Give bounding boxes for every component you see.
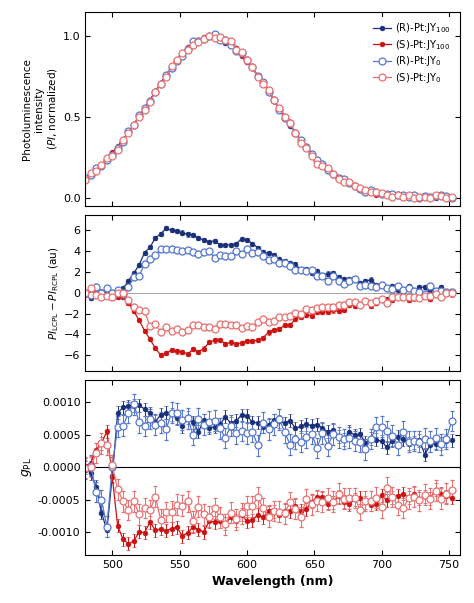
- X-axis label: Wavelength (nm): Wavelength (nm): [212, 575, 333, 588]
- Y-axis label: $g_{\mathrm{PL}}$: $g_{\mathrm{PL}}$: [19, 457, 34, 477]
- Legend: (R)-Pt:JY$_{100}$, (S)-Pt:JY$_{100}$, (R)-Pt:JY$_{0}$, (S)-Pt:JY$_{0}$: (R)-Pt:JY$_{100}$, (S)-Pt:JY$_{100}$, (R…: [369, 17, 455, 89]
- Y-axis label: $PI_{\mathrm{LCPL}} - PI_{\mathrm{RCPL}}$ (au): $PI_{\mathrm{LCPL}} - PI_{\mathrm{RCPL}}…: [47, 246, 61, 339]
- Y-axis label: Photoluminescence
intensity
($PI$, normalized): Photoluminescence intensity ($PI$, norma…: [22, 58, 59, 160]
